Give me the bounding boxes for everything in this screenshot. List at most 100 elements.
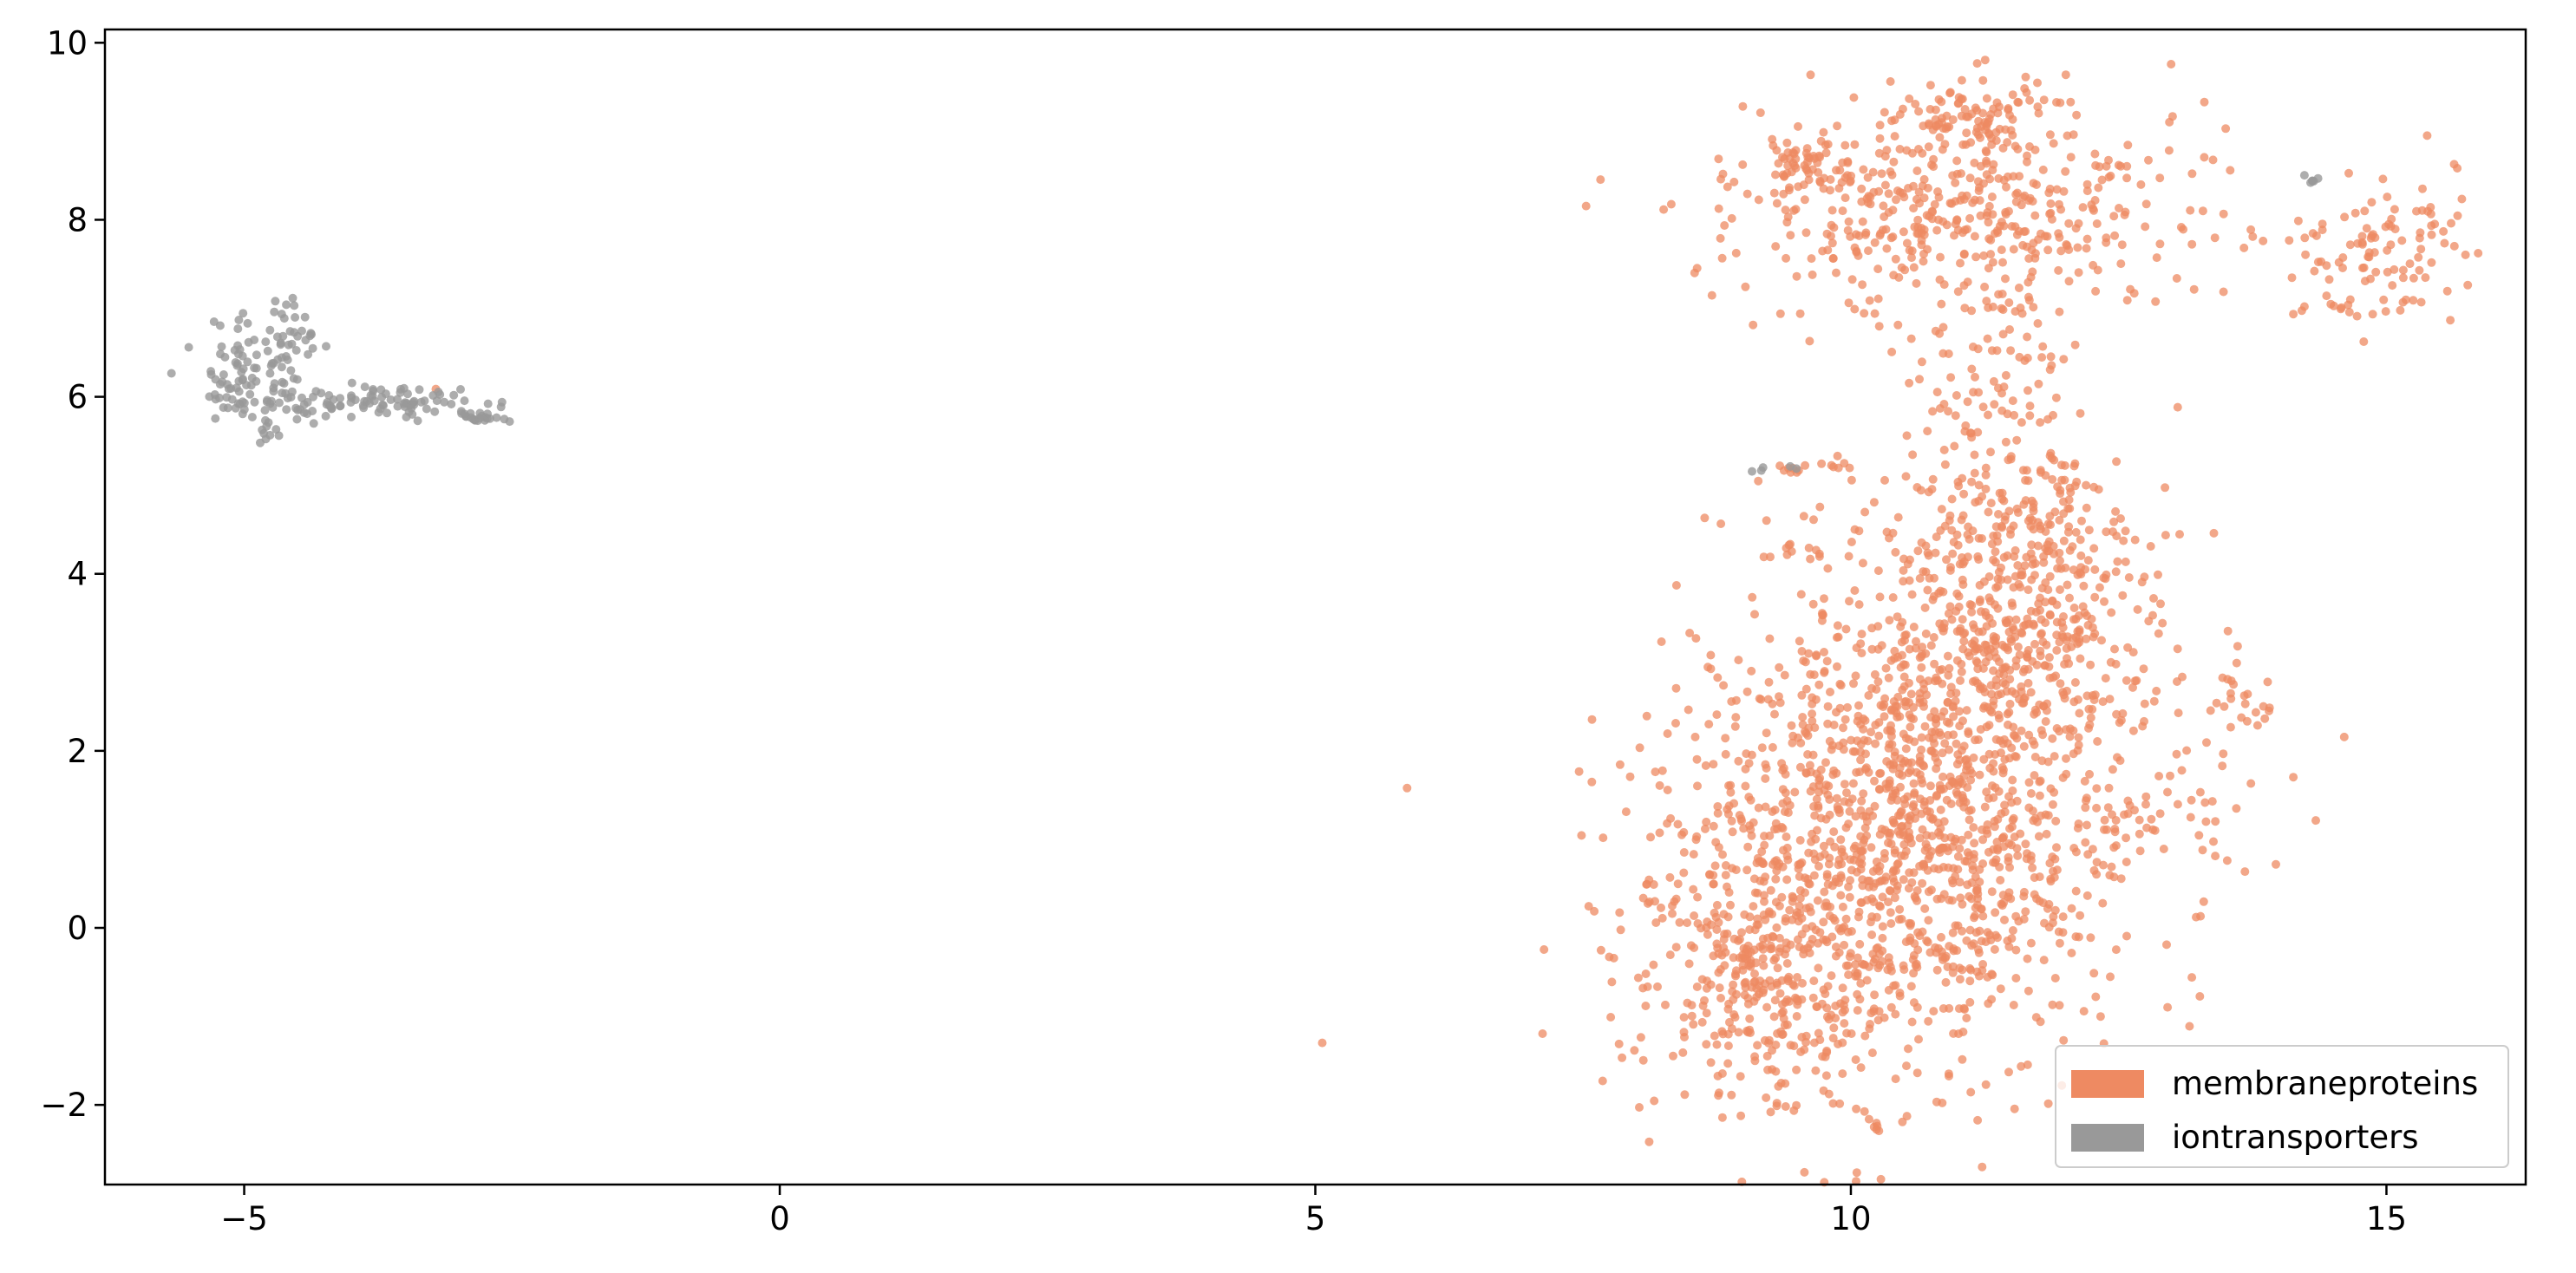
- data-point: [1731, 248, 1741, 258]
- data-point: [1786, 1041, 1795, 1050]
- data-point: [250, 397, 259, 407]
- data-point: [1923, 585, 1932, 595]
- data-point: [1912, 166, 1922, 175]
- data-point: [1928, 407, 1938, 416]
- data-point: [1864, 691, 1873, 700]
- data-point: [2056, 585, 2064, 594]
- data-point: [2474, 249, 2483, 258]
- data-point: [1679, 868, 1689, 878]
- data-point: [1819, 935, 1828, 944]
- data-point: [1782, 875, 1792, 885]
- data-point: [1915, 675, 1925, 684]
- data-point: [2046, 874, 2056, 884]
- data-point: [1792, 1065, 1801, 1074]
- data-point: [1913, 229, 1923, 238]
- data-point: [2200, 153, 2209, 162]
- data-point: [1821, 1071, 1831, 1080]
- data-point: [1782, 218, 1792, 227]
- data-point: [292, 415, 302, 424]
- data-point: [2167, 60, 2176, 69]
- data-point: [1984, 234, 1994, 244]
- data-point: [1868, 950, 1878, 959]
- data-point: [2259, 236, 2268, 245]
- data-point: [2049, 410, 2057, 420]
- data-point: [1808, 935, 1817, 943]
- data-point: [2029, 621, 2038, 630]
- data-point: [483, 399, 493, 408]
- data-point: [2111, 945, 2121, 955]
- data-point: [1990, 400, 1999, 409]
- data-point: [1800, 195, 1809, 205]
- data-point: [2016, 583, 2025, 592]
- data-point: [2025, 142, 2034, 151]
- data-point: [1755, 942, 1765, 951]
- data-point: [2139, 664, 2148, 674]
- data-point: [2097, 636, 2106, 645]
- data-point: [1734, 656, 1743, 665]
- data-point: [1896, 754, 1906, 763]
- data-point: [2061, 166, 2070, 176]
- data-point: [1711, 912, 1721, 922]
- data-point: [1847, 927, 1856, 936]
- data-point: [1952, 156, 1962, 166]
- data-point: [2004, 754, 2014, 763]
- data-point: [1991, 558, 2000, 567]
- data-point: [1750, 1056, 1760, 1066]
- data-point: [184, 343, 193, 352]
- data-point: [290, 301, 299, 310]
- data-point: [1710, 1031, 1719, 1041]
- data-point: [1771, 1067, 1781, 1076]
- data-point: [2110, 644, 2119, 654]
- data-point: [2067, 949, 2076, 957]
- data-point: [2272, 859, 2280, 869]
- data-point: [2092, 870, 2102, 879]
- data-point: [2453, 164, 2462, 173]
- data-point: [2146, 542, 2155, 551]
- data-point: [1986, 447, 1995, 457]
- data-point: [1701, 824, 1710, 833]
- data-point: [2075, 708, 2084, 718]
- data-point: [1864, 192, 1873, 201]
- data-point: [2415, 265, 2424, 275]
- data-point: [2140, 699, 2149, 708]
- data-point: [1824, 1089, 1834, 1099]
- data-point: [2090, 592, 2100, 602]
- data-point: [1857, 184, 1867, 193]
- data-point: [1939, 445, 1949, 454]
- data-point: [2360, 206, 2370, 216]
- data-point: [2059, 1035, 2069, 1045]
- data-point: [1997, 689, 2006, 699]
- data-point: [2078, 203, 2088, 212]
- data-point: [1961, 421, 1971, 430]
- data-point: [1821, 989, 1830, 999]
- data-point: [2014, 284, 2024, 292]
- data-point: [1750, 969, 1759, 978]
- data-point: [2011, 974, 2021, 982]
- data-point: [2038, 730, 2048, 740]
- data-point: [1867, 930, 1877, 939]
- data-point: [420, 396, 429, 406]
- data-point: [2090, 565, 2100, 574]
- data-point: [413, 416, 422, 426]
- data-point: [1937, 299, 1946, 309]
- data-point: [2023, 653, 2032, 663]
- data-point: [1989, 376, 1998, 386]
- data-point: [2038, 342, 2048, 351]
- data-point: [1934, 943, 1943, 953]
- data-point: [1912, 963, 1922, 972]
- data-point: [2418, 184, 2427, 193]
- data-point: [1743, 994, 1753, 1003]
- data-point: [1808, 716, 1817, 726]
- data-point: [1770, 996, 1780, 1005]
- data-point: [205, 392, 214, 401]
- data-point: [2173, 800, 2182, 809]
- data-point: [1944, 407, 1953, 416]
- data-point: [2041, 527, 2050, 536]
- data-point: [1821, 780, 1831, 790]
- data-point: [2039, 956, 2049, 965]
- data-point: [1827, 220, 1836, 230]
- legend-label: membraneproteins: [2172, 1065, 2478, 1102]
- data-point: [2069, 844, 2079, 852]
- data-point: [1680, 1090, 1690, 1100]
- data-point: [1581, 201, 1591, 211]
